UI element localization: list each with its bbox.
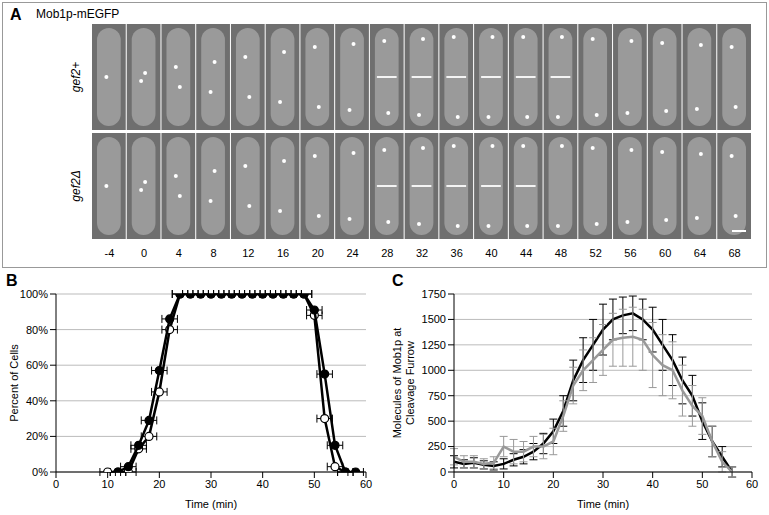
svg-text:4: 4 (176, 247, 182, 259)
svg-text:0: 0 (53, 478, 59, 490)
svg-text:30: 30 (597, 478, 609, 490)
svg-text:Time (min): Time (min) (185, 498, 237, 510)
svg-text:60: 60 (659, 247, 671, 259)
svg-text:A: A (10, 6, 22, 23)
svg-text:8: 8 (211, 247, 217, 259)
svg-text:40%: 40% (26, 395, 48, 407)
svg-text:60%: 60% (26, 359, 48, 371)
svg-text:750: 750 (428, 390, 446, 402)
svg-text:16: 16 (277, 247, 289, 259)
svg-text:60: 60 (746, 478, 758, 490)
svg-text:24: 24 (346, 247, 358, 259)
svg-text:0: 0 (141, 247, 147, 259)
svg-text:32: 32 (416, 247, 428, 259)
svg-text:20: 20 (547, 478, 559, 490)
svg-text:500: 500 (428, 415, 446, 427)
svg-text:40: 40 (485, 247, 497, 259)
svg-text:1750: 1750 (422, 288, 446, 300)
svg-text:48: 48 (555, 247, 567, 259)
svg-text:20: 20 (153, 478, 165, 490)
svg-text:10: 10 (102, 478, 114, 490)
svg-text:56: 56 (624, 247, 636, 259)
svg-text:250: 250 (428, 440, 446, 452)
svg-text:Time (min): Time (min) (577, 498, 629, 510)
svg-text:-4: -4 (104, 247, 114, 259)
svg-text:80%: 80% (26, 324, 48, 336)
svg-text:Mob1p-mEGFP: Mob1p-mEGFP (36, 7, 119, 21)
svg-text:52: 52 (590, 247, 602, 259)
svg-text:28: 28 (381, 247, 393, 259)
svg-text:1000: 1000 (422, 364, 446, 376)
svg-text:0: 0 (440, 466, 446, 478)
svg-text:30: 30 (205, 478, 217, 490)
svg-text:36: 36 (451, 247, 463, 259)
html-text:B: B (6, 272, 18, 289)
svg-text:10: 10 (498, 478, 510, 490)
svg-text:44: 44 (520, 247, 532, 259)
svg-text:0: 0 (451, 478, 457, 490)
svg-text:gef2+: gef2+ (69, 62, 83, 92)
svg-text:68: 68 (729, 247, 741, 259)
html-text:C: C (392, 272, 404, 289)
svg-text:50: 50 (308, 478, 320, 490)
svg-text:1250: 1250 (422, 339, 446, 351)
svg-text:100%: 100% (20, 288, 48, 300)
svg-text:50: 50 (696, 478, 708, 490)
svg-text:1500: 1500 (422, 313, 446, 325)
svg-text:20%: 20% (26, 430, 48, 442)
svg-text:64: 64 (694, 247, 706, 259)
html-text:Molecules of Mob1p at Cleavage: Molecules of Mob1p at Cleavage Furrow (391, 327, 416, 439)
svg-text:20: 20 (312, 247, 324, 259)
svg-text:60: 60 (360, 478, 372, 490)
svg-text:0%: 0% (32, 466, 48, 478)
svg-text:40: 40 (647, 478, 659, 490)
svg-text:12: 12 (242, 247, 254, 259)
svg-text:gef2Δ: gef2Δ (69, 170, 83, 201)
svg-text:40: 40 (257, 478, 269, 490)
html-text:Percent of Cells: Percent of Cells (7, 344, 20, 422)
